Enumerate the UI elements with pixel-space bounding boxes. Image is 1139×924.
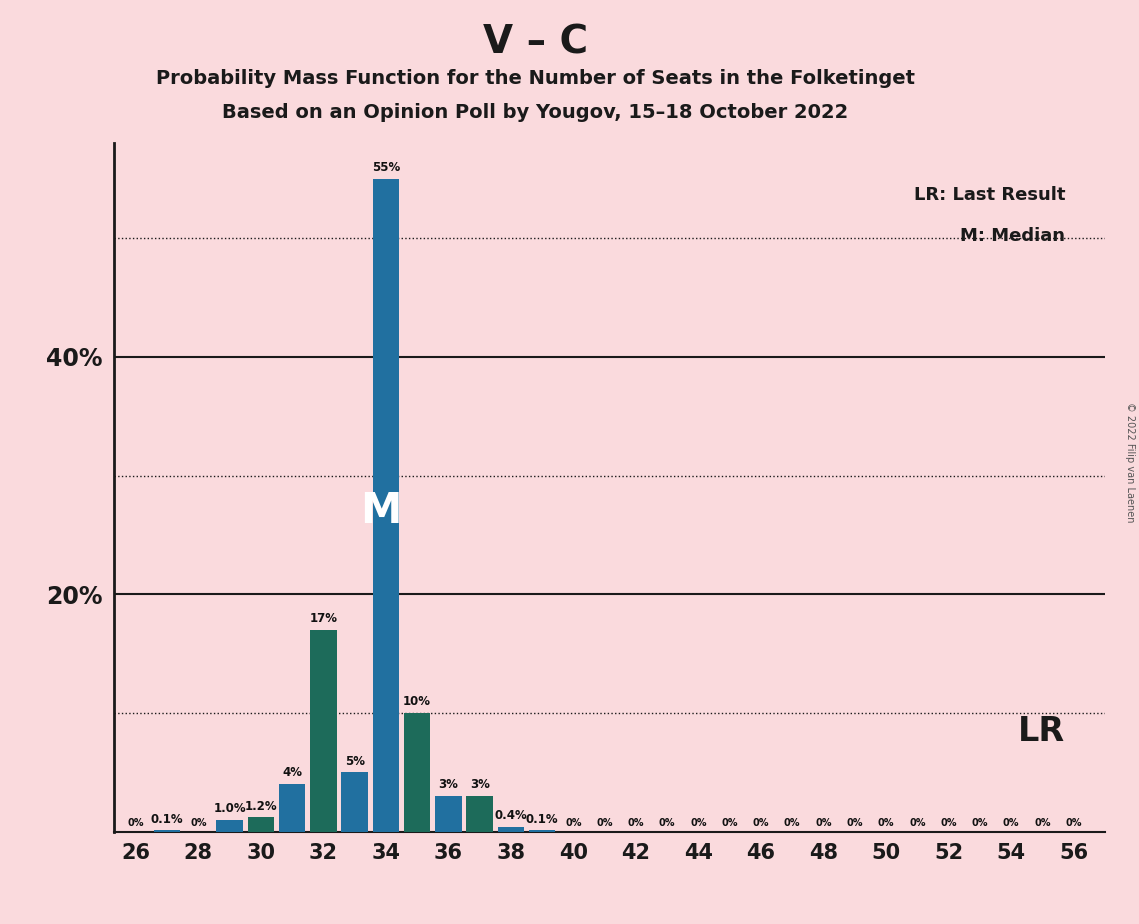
- Text: 5%: 5%: [345, 755, 364, 768]
- Text: 0%: 0%: [816, 818, 831, 828]
- Text: 3%: 3%: [469, 778, 490, 791]
- Text: M: Median: M: Median: [960, 227, 1065, 245]
- Bar: [498, 827, 524, 832]
- Text: 0%: 0%: [565, 818, 582, 828]
- Text: V – C: V – C: [483, 23, 588, 61]
- Text: 0%: 0%: [690, 818, 706, 828]
- Text: 1.2%: 1.2%: [245, 799, 277, 812]
- Text: M: M: [360, 490, 402, 532]
- Bar: [528, 831, 556, 832]
- Text: 1.0%: 1.0%: [213, 802, 246, 815]
- Text: 4%: 4%: [282, 766, 302, 779]
- Text: 0%: 0%: [128, 818, 144, 828]
- Text: 55%: 55%: [371, 161, 400, 174]
- Text: 3%: 3%: [439, 778, 458, 791]
- Text: 0%: 0%: [909, 818, 926, 828]
- Text: 0%: 0%: [753, 818, 769, 828]
- Bar: [404, 713, 431, 832]
- Text: 0%: 0%: [597, 818, 613, 828]
- Bar: [435, 796, 461, 832]
- Text: 0%: 0%: [846, 818, 863, 828]
- Text: 0.1%: 0.1%: [526, 813, 558, 826]
- Bar: [372, 179, 399, 832]
- Text: LR: Last Result: LR: Last Result: [913, 186, 1065, 204]
- Text: 0.1%: 0.1%: [150, 813, 183, 826]
- Text: 0%: 0%: [1002, 818, 1019, 828]
- Bar: [216, 820, 243, 832]
- Bar: [342, 772, 368, 832]
- Bar: [247, 818, 274, 832]
- Text: Probability Mass Function for the Number of Seats in the Folketinget: Probability Mass Function for the Number…: [156, 69, 915, 89]
- Text: 0%: 0%: [1065, 818, 1082, 828]
- Text: Based on an Opinion Poll by Yougov, 15–18 October 2022: Based on an Opinion Poll by Yougov, 15–1…: [222, 103, 849, 123]
- Text: 0%: 0%: [878, 818, 894, 828]
- Text: 0.4%: 0.4%: [494, 809, 527, 822]
- Bar: [310, 630, 337, 832]
- Text: 0%: 0%: [972, 818, 988, 828]
- Text: 0%: 0%: [190, 818, 206, 828]
- Text: LR: LR: [1018, 715, 1065, 748]
- Text: © 2022 Filip van Laenen: © 2022 Filip van Laenen: [1125, 402, 1134, 522]
- Text: 0%: 0%: [1034, 818, 1050, 828]
- Bar: [279, 784, 305, 832]
- Text: 0%: 0%: [941, 818, 957, 828]
- Text: 0%: 0%: [721, 818, 738, 828]
- Text: 10%: 10%: [403, 695, 432, 708]
- Bar: [466, 796, 493, 832]
- Text: 0%: 0%: [784, 818, 801, 828]
- Text: 0%: 0%: [659, 818, 675, 828]
- Text: 0%: 0%: [628, 818, 645, 828]
- Text: 17%: 17%: [310, 612, 337, 625]
- Bar: [154, 831, 180, 832]
